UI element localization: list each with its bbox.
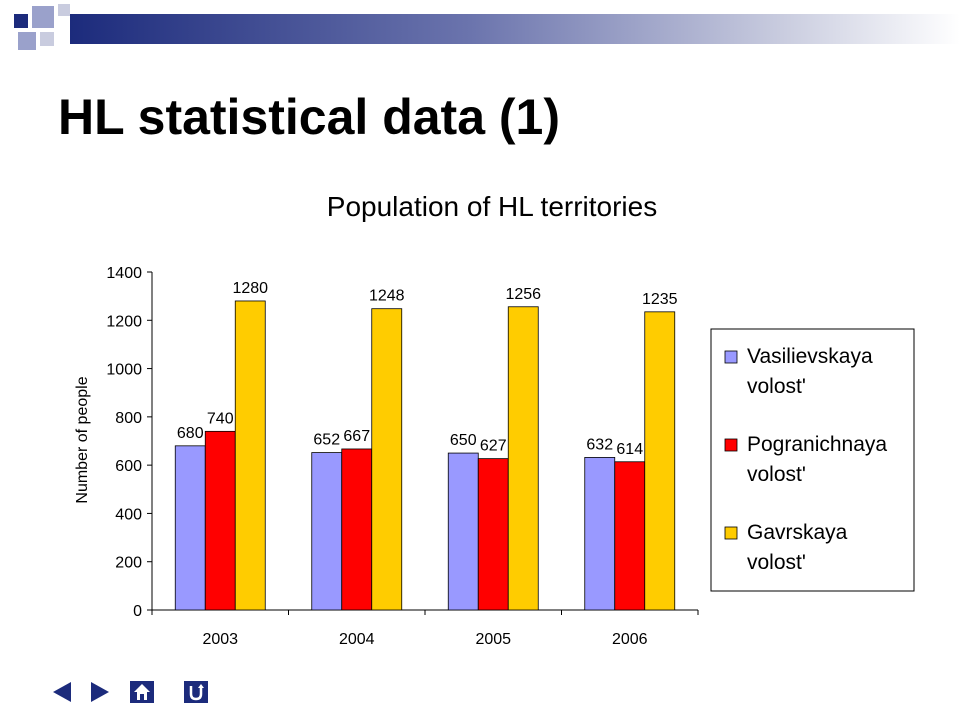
legend-label: Pogranichnaya volost' [747,433,887,486]
y-tick-label: 200 [115,555,142,572]
legend-label: Vasilievskaya volost' [747,345,873,398]
x-tick-label: 2003 [202,631,238,648]
home-icon [130,681,154,703]
return-arrow-icon [184,681,208,703]
data-label: 1280 [232,280,268,297]
x-tick-label: 2006 [612,631,648,648]
bar [644,311,676,611]
bar [447,452,479,611]
y-tick-label: 1000 [106,362,142,379]
data-label: 650 [450,432,477,449]
decor-square-light [18,32,36,50]
decor-square-pale [58,4,70,16]
triangle-right-icon [91,682,109,702]
y-tick-label: 800 [115,410,142,427]
bar [341,448,373,611]
x-tick-label: 2004 [339,631,375,648]
legend-swatch [724,526,738,540]
legend-swatch [724,438,738,452]
y-tick-label: 1400 [106,265,142,282]
chart-title: Population of HL territories [327,191,657,222]
bar [234,300,266,611]
bar [174,445,206,611]
legend-label: Gavrskaya volost' [747,521,848,574]
bar [371,308,403,611]
data-label: 614 [616,441,643,458]
bar [477,458,509,611]
decor-gradient-bar [70,14,960,44]
data-label: 1235 [642,291,678,308]
data-label: 627 [480,438,507,455]
data-label: 667 [343,428,370,445]
decor-square-pale [40,32,54,46]
y-tick-label: 600 [115,458,142,475]
y-tick-label: 0 [133,603,142,620]
bar [507,306,539,611]
y-tick-label: 400 [115,506,142,523]
data-label: 652 [313,432,340,449]
bar [584,457,616,611]
data-label: 680 [177,425,204,442]
data-label: 740 [207,410,234,427]
x-tick-label: 2005 [475,631,511,648]
return-button[interactable] [182,680,210,704]
triangle-left-icon [53,682,71,702]
y-tick-label: 1200 [106,313,142,330]
slide-title: HL statistical data (1) [58,89,561,145]
chart-legend: Vasilievskaya volost' Pogranichnaya volost'… [710,328,915,592]
data-label: 1248 [369,288,405,305]
legend-box [710,328,915,592]
bar [614,461,646,611]
decor-square-dark [14,14,28,28]
previous-slide-button[interactable] [48,680,76,704]
bar [204,430,236,611]
data-label: 1256 [505,286,541,303]
y-axis-label: Number of people [74,376,91,503]
data-label: 632 [586,436,613,453]
legend-swatch [724,350,738,364]
bar [311,452,343,611]
decor-square-light [32,6,54,28]
home-button[interactable] [128,680,156,704]
next-slide-button[interactable] [86,680,114,704]
